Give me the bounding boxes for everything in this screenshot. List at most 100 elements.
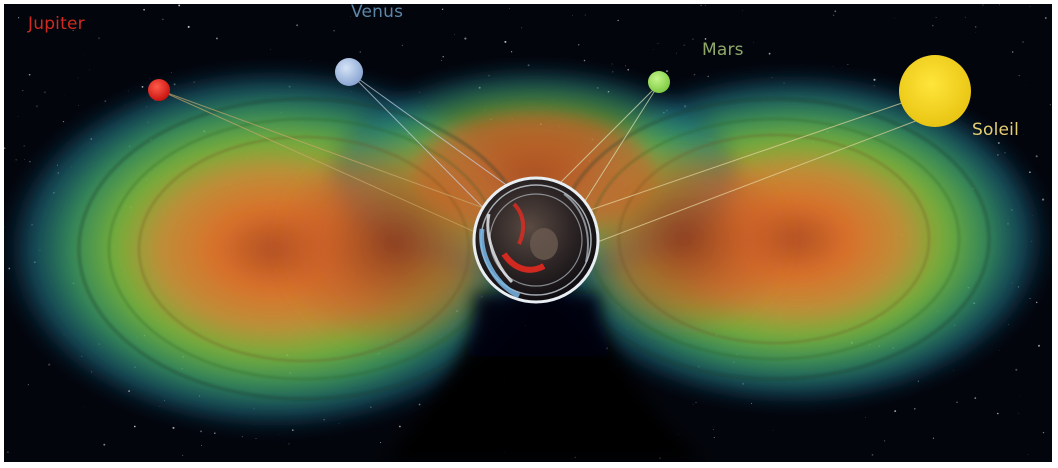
star <box>692 403 694 405</box>
star <box>200 430 202 433</box>
star <box>214 432 216 434</box>
star <box>43 91 46 94</box>
image-frame: Jupiter Venus Mars Soleil <box>4 4 1052 462</box>
star <box>932 24 934 27</box>
star <box>143 8 145 11</box>
star <box>103 443 106 446</box>
star <box>187 25 190 28</box>
star <box>611 63 613 65</box>
star <box>577 43 580 46</box>
star <box>89 69 90 71</box>
star <box>704 4 706 6</box>
star <box>504 40 507 43</box>
star <box>441 60 442 62</box>
star <box>182 454 184 456</box>
star <box>127 90 129 92</box>
star <box>768 52 771 55</box>
star <box>63 95 65 97</box>
star <box>1018 74 1020 77</box>
star <box>24 159 25 161</box>
star <box>1035 155 1038 158</box>
star <box>78 105 79 106</box>
star <box>215 37 218 40</box>
star <box>1027 454 1029 455</box>
mars-label: Mars <box>702 40 744 60</box>
star <box>359 51 362 53</box>
star <box>23 145 25 147</box>
star <box>310 60 312 61</box>
star <box>48 363 51 366</box>
star <box>333 29 335 32</box>
star <box>832 14 835 16</box>
star <box>200 444 202 446</box>
star <box>296 24 298 27</box>
star <box>62 120 65 123</box>
star <box>1029 6 1031 7</box>
star <box>350 16 351 17</box>
star <box>401 44 404 47</box>
star <box>368 11 370 13</box>
star <box>1044 17 1047 19</box>
star <box>865 417 866 418</box>
star <box>832 66 833 67</box>
star <box>269 49 271 50</box>
star <box>956 401 958 403</box>
star <box>22 89 24 92</box>
star <box>1015 368 1018 371</box>
star <box>399 425 401 428</box>
star <box>693 73 696 76</box>
star <box>692 38 694 40</box>
star <box>77 77 79 79</box>
star <box>454 34 455 36</box>
star <box>4 147 6 150</box>
inner-radiation-belt <box>274 114 794 354</box>
star <box>665 70 669 73</box>
star <box>707 75 709 78</box>
star <box>133 425 136 428</box>
star <box>15 158 18 161</box>
star <box>149 78 151 80</box>
mars-planet <box>648 71 670 93</box>
earth <box>472 176 600 304</box>
star <box>17 116 19 117</box>
star <box>288 443 290 445</box>
star <box>1018 412 1020 414</box>
star <box>72 30 74 32</box>
star <box>18 17 20 19</box>
star <box>871 454 874 456</box>
star <box>713 437 715 438</box>
star <box>913 407 916 410</box>
star <box>510 51 513 53</box>
venus-planet <box>335 58 363 86</box>
star <box>572 14 574 16</box>
star <box>695 401 697 403</box>
star <box>172 426 175 429</box>
star <box>704 38 707 40</box>
star <box>162 18 164 21</box>
star <box>834 10 837 13</box>
star <box>104 100 107 103</box>
star <box>583 59 586 62</box>
star <box>35 105 38 108</box>
star <box>380 442 382 444</box>
star <box>441 8 444 11</box>
radiation-belts-illustration <box>4 4 1052 462</box>
star <box>653 49 654 50</box>
star <box>1042 431 1045 434</box>
earth-shadow <box>384 294 704 462</box>
star <box>170 72 172 74</box>
star <box>847 63 849 65</box>
star <box>627 68 630 71</box>
star <box>278 433 279 435</box>
star <box>98 37 100 40</box>
star <box>657 43 659 45</box>
jupiter-label: Jupiter <box>28 14 85 34</box>
star <box>713 429 714 430</box>
star <box>753 41 755 43</box>
star <box>974 397 977 399</box>
star <box>894 410 897 413</box>
soleil-label: Soleil <box>972 120 1020 140</box>
star <box>180 20 182 22</box>
star <box>1049 104 1051 106</box>
star <box>999 350 1001 351</box>
